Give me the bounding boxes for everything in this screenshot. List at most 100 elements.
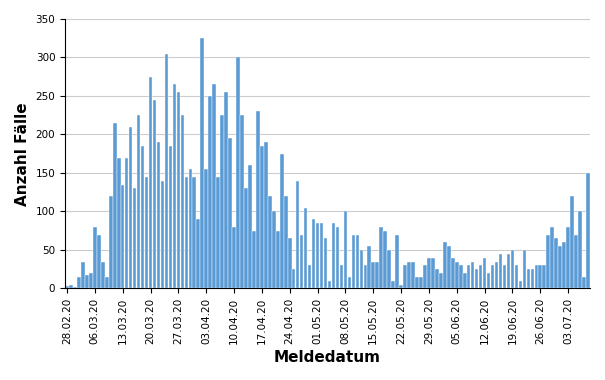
- Bar: [467, 265, 471, 288]
- Bar: [344, 212, 347, 288]
- Bar: [192, 177, 196, 288]
- Bar: [439, 273, 443, 288]
- Bar: [582, 277, 586, 288]
- Bar: [395, 234, 399, 288]
- Bar: [515, 265, 518, 288]
- Bar: [356, 234, 359, 288]
- Bar: [423, 265, 427, 288]
- Bar: [399, 285, 403, 288]
- Bar: [89, 273, 93, 288]
- Bar: [312, 219, 315, 288]
- Bar: [185, 177, 188, 288]
- Bar: [328, 281, 332, 288]
- Bar: [300, 234, 304, 288]
- Bar: [180, 115, 184, 288]
- Bar: [371, 261, 375, 288]
- Bar: [125, 158, 128, 288]
- Bar: [348, 277, 351, 288]
- Bar: [109, 196, 113, 288]
- Bar: [189, 169, 192, 288]
- Bar: [149, 77, 152, 288]
- Bar: [543, 265, 546, 288]
- Bar: [260, 146, 264, 288]
- Bar: [197, 219, 200, 288]
- Bar: [483, 258, 486, 288]
- Bar: [264, 142, 267, 288]
- Bar: [455, 261, 459, 288]
- Bar: [244, 188, 248, 288]
- Bar: [459, 265, 463, 288]
- X-axis label: Meldedatum: Meldedatum: [274, 350, 381, 365]
- Bar: [563, 242, 566, 288]
- Bar: [165, 54, 168, 288]
- Bar: [105, 277, 108, 288]
- Bar: [85, 275, 89, 288]
- Bar: [586, 173, 590, 288]
- Bar: [304, 207, 307, 288]
- Bar: [427, 258, 431, 288]
- Bar: [77, 277, 80, 288]
- Bar: [152, 100, 156, 288]
- Bar: [157, 142, 160, 288]
- Bar: [339, 265, 343, 288]
- Bar: [435, 269, 439, 288]
- Bar: [161, 180, 164, 288]
- Bar: [352, 234, 355, 288]
- Bar: [169, 146, 172, 288]
- Bar: [268, 196, 272, 288]
- Bar: [535, 265, 538, 288]
- Bar: [320, 223, 323, 288]
- Bar: [121, 185, 125, 288]
- Bar: [387, 250, 391, 288]
- Bar: [252, 231, 256, 288]
- Bar: [367, 246, 371, 288]
- Bar: [240, 115, 244, 288]
- Bar: [133, 188, 136, 288]
- Bar: [359, 250, 363, 288]
- Bar: [571, 196, 574, 288]
- Bar: [93, 227, 97, 288]
- Bar: [471, 261, 474, 288]
- Bar: [220, 115, 224, 288]
- Bar: [172, 84, 176, 288]
- Bar: [65, 286, 69, 288]
- Bar: [137, 115, 140, 288]
- Bar: [574, 234, 578, 288]
- Bar: [145, 177, 148, 288]
- Bar: [69, 285, 73, 288]
- Bar: [141, 146, 145, 288]
- Bar: [324, 238, 327, 288]
- Bar: [546, 234, 550, 288]
- Bar: [217, 177, 220, 288]
- Bar: [404, 265, 407, 288]
- Bar: [224, 92, 228, 288]
- Bar: [177, 92, 180, 288]
- Bar: [332, 223, 335, 288]
- Bar: [518, 281, 522, 288]
- Bar: [495, 261, 499, 288]
- Bar: [551, 227, 554, 288]
- Bar: [479, 265, 482, 288]
- Bar: [236, 57, 240, 288]
- Bar: [506, 254, 510, 288]
- Bar: [129, 127, 132, 288]
- Bar: [296, 180, 299, 288]
- Bar: [97, 234, 100, 288]
- Bar: [475, 269, 479, 288]
- Bar: [113, 123, 117, 288]
- Bar: [384, 231, 387, 288]
- Bar: [308, 265, 312, 288]
- Bar: [491, 265, 494, 288]
- Bar: [200, 38, 204, 288]
- Bar: [523, 250, 526, 288]
- Bar: [419, 277, 423, 288]
- Bar: [379, 227, 383, 288]
- Bar: [292, 269, 295, 288]
- Bar: [503, 265, 506, 288]
- Bar: [411, 261, 415, 288]
- Bar: [487, 273, 491, 288]
- Bar: [407, 261, 411, 288]
- Bar: [288, 238, 292, 288]
- Bar: [284, 196, 287, 288]
- Bar: [443, 242, 446, 288]
